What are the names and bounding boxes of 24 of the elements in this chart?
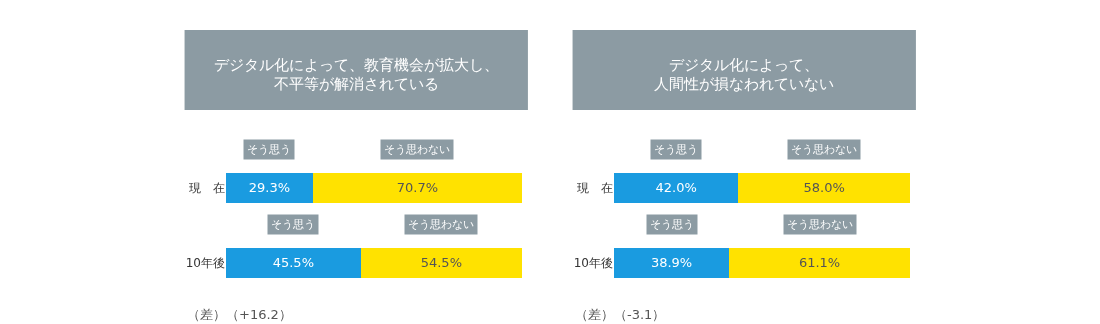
data-label: 58.0% [803,180,845,195]
text: そう思わない [384,143,450,156]
text: （差）（-3.1） [575,307,666,322]
series-label: そう思わない [787,218,853,231]
data-label: 29.3% [248,180,291,195]
chart-title: デジタル化によって、人間性が損なわれていない [654,55,835,94]
series-label: そう思う [271,218,315,231]
data-label: 70.7% [396,180,439,195]
chart-title: デジタル化によって、教育機会が拡大し、不平等が解消されている [213,55,499,94]
series-label: そう思わない [408,218,474,231]
text: （差）（+16.2） [187,307,292,322]
text: そう思わない [791,143,857,156]
y-tick-label: 現 在 [577,180,613,195]
data-label: 45.5% [272,255,314,270]
data-label: 42.0% [655,180,697,195]
data-label: 38.9% [650,255,693,270]
series-label: そう思う [650,218,694,231]
y-tick-label: 10年後 [573,255,613,270]
data-label: 61.1% [798,255,841,270]
text: そう思う [247,143,291,156]
text: そう思う [654,143,698,156]
data-label: 54.5% [420,255,462,270]
y-tick-label: 現 在 [189,180,225,195]
y-tick-label: 10年後 [185,255,225,270]
